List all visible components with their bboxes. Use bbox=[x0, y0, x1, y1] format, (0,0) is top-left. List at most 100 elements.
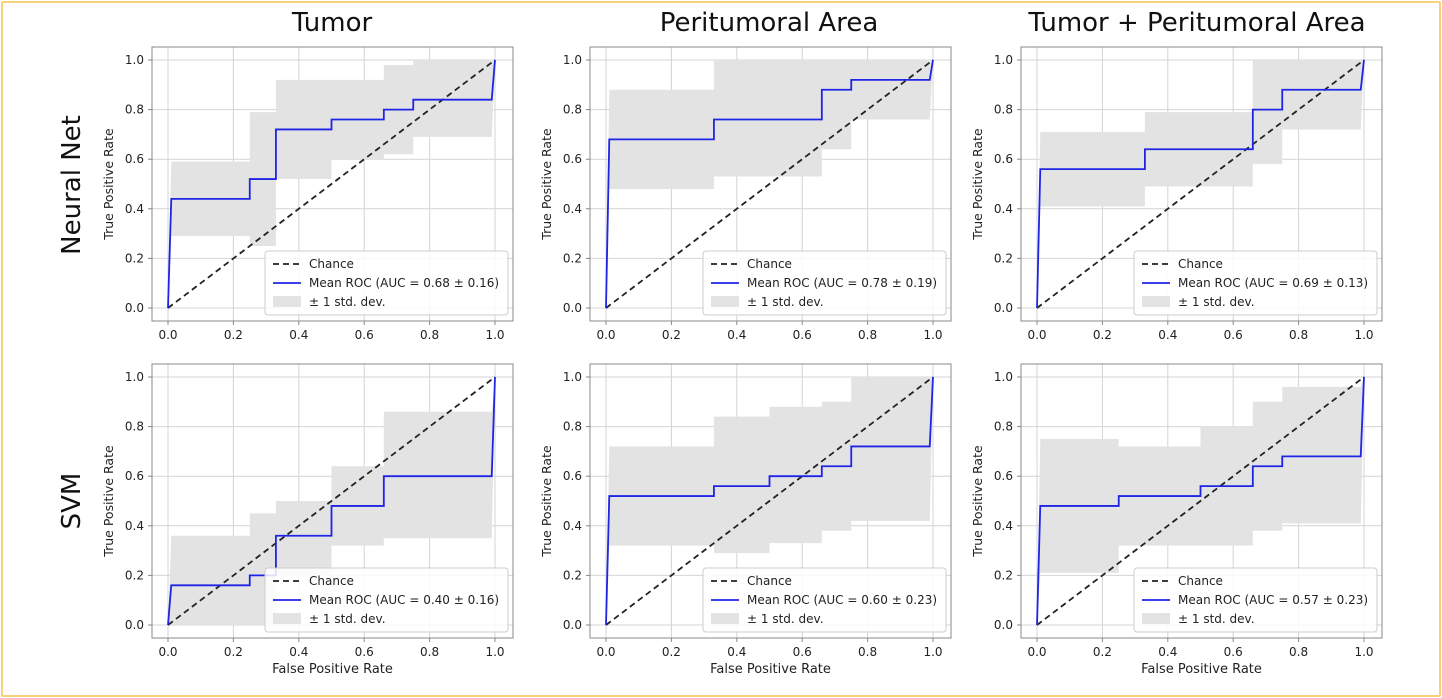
x-tick-label: 0.4 bbox=[1158, 328, 1177, 342]
y-tick-label: 0.4 bbox=[563, 202, 582, 216]
mean-roc-line bbox=[605, 376, 934, 626]
legend-std-label: ± 1 std. dev. bbox=[309, 612, 386, 626]
y-tick-label: 0.8 bbox=[563, 103, 582, 117]
legend: Chance Mean ROC (AUC = 0.60 ± 0.23) ± 1 st… bbox=[702, 567, 947, 633]
legend-chance-label: Chance bbox=[747, 257, 792, 271]
chance-line bbox=[605, 376, 934, 626]
x-tick-label: 0.6 bbox=[793, 645, 812, 659]
x-tick-label: 1.0 bbox=[923, 328, 942, 342]
x-tick-label: 0.2 bbox=[224, 645, 243, 659]
legend-box bbox=[702, 250, 947, 316]
x-tick-label: 1.0 bbox=[923, 645, 942, 659]
legend-roc-label: Mean ROC (AUC = 0.57 ± 0.23) bbox=[1178, 593, 1368, 607]
x-tick-label: 0.2 bbox=[1093, 645, 1112, 659]
legend-roc-label: Mean ROC (AUC = 0.68 ± 0.16) bbox=[309, 276, 499, 290]
legend: Chance Mean ROC (AUC = 0.57 ± 0.23) ± 1 st… bbox=[1133, 567, 1378, 633]
x-tick-label: 0.8 bbox=[858, 328, 877, 342]
legend-std-swatch bbox=[711, 296, 739, 307]
y-tick-label: 0.6 bbox=[994, 469, 1013, 483]
y-tick-label: 0.2 bbox=[125, 251, 144, 265]
mean-roc-line bbox=[1036, 59, 1365, 309]
y-tick-label: 0.6 bbox=[125, 469, 144, 483]
x-tick-label: 0.2 bbox=[224, 328, 243, 342]
legend-std-label: ± 1 std. dev. bbox=[309, 295, 386, 309]
legend-std-swatch bbox=[1142, 613, 1170, 624]
legend-roc-label: Mean ROC (AUC = 0.60 ± 0.23) bbox=[747, 593, 937, 607]
mean-roc-line bbox=[167, 376, 496, 626]
legend-roc-label: Mean ROC (AUC = 0.40 ± 0.16) bbox=[309, 593, 499, 607]
x-tick-label: 0.0 bbox=[158, 645, 177, 659]
x-tick-label: 0.6 bbox=[355, 645, 374, 659]
y-tick-label: 0.8 bbox=[125, 420, 144, 434]
column-title-tumor: Tumor bbox=[291, 8, 373, 38]
legend-box bbox=[264, 250, 509, 316]
y-tick-label: 0.4 bbox=[994, 202, 1013, 216]
x-tick-label: 0.0 bbox=[596, 328, 615, 342]
legend-std-label: ± 1 std. dev. bbox=[1178, 295, 1255, 309]
y-axis-label: True Positive Rate bbox=[970, 128, 985, 241]
roc-panel-3: 0.0 0.2 0.4 0.6 0.8 1.0 0.0 0.2 0.4 0.6 0.8 1.0 True… bbox=[101, 363, 514, 677]
y-tick-label: 0.2 bbox=[563, 251, 582, 265]
y-tick-label: 0.4 bbox=[125, 519, 144, 533]
legend-std-label: ± 1 std. dev. bbox=[747, 612, 824, 626]
y-tick-label: 0.6 bbox=[563, 152, 582, 166]
chance-line bbox=[167, 59, 496, 309]
y-tick-label: 0.8 bbox=[994, 420, 1013, 434]
x-tick-label: 0.0 bbox=[1027, 328, 1046, 342]
y-tick-label: 1.0 bbox=[563, 370, 582, 384]
axes-frame bbox=[1020, 363, 1383, 639]
y-axis-label: True Positive Rate bbox=[539, 445, 554, 558]
x-tick-label: 0.0 bbox=[596, 645, 615, 659]
x-axis-label: False Positive Rate bbox=[272, 662, 393, 677]
mean-roc-line bbox=[1036, 376, 1365, 626]
roc-panel-4: 0.0 0.2 0.4 0.6 0.8 1.0 0.0 0.2 0.4 0.6 0.8 1.0 True… bbox=[539, 363, 952, 677]
y-tick-label: 1.0 bbox=[563, 53, 582, 67]
x-tick-label: 0.6 bbox=[355, 328, 374, 342]
legend-chance-label: Chance bbox=[1178, 574, 1223, 588]
roc-panel-2: 0.0 0.2 0.4 0.6 0.8 1.0 0.0 0.2 0.4 0.6 0.8 1.0 True… bbox=[970, 46, 1383, 342]
y-tick-label: 0.2 bbox=[994, 251, 1013, 265]
chance-line bbox=[1036, 376, 1365, 626]
legend-chance-label: Chance bbox=[309, 257, 354, 271]
y-tick-label: 0.4 bbox=[563, 519, 582, 533]
legend-roc-label: Mean ROC (AUC = 0.69 ± 0.13) bbox=[1178, 276, 1368, 290]
x-tick-label: 0.4 bbox=[289, 328, 308, 342]
axes-frame bbox=[589, 46, 952, 322]
x-tick-label: 1.0 bbox=[1354, 645, 1373, 659]
y-axis-label: True Positive Rate bbox=[539, 128, 554, 241]
y-tick-label: 0.0 bbox=[563, 618, 582, 632]
y-tick-label: 1.0 bbox=[994, 53, 1013, 67]
legend: Chance Mean ROC (AUC = 0.68 ± 0.16) ± 1 st… bbox=[264, 250, 509, 316]
y-tick-label: 0.0 bbox=[563, 301, 582, 315]
legend-std-label: ± 1 std. dev. bbox=[1178, 612, 1255, 626]
chance-line bbox=[1036, 59, 1365, 309]
legend: Chance Mean ROC (AUC = 0.78 ± 0.19) ± 1 st… bbox=[702, 250, 947, 316]
chance-line bbox=[167, 376, 496, 626]
axes-frame bbox=[151, 363, 514, 639]
y-tick-label: 0.0 bbox=[994, 618, 1013, 632]
roc-panel-0: 0.0 0.2 0.4 0.6 0.8 1.0 0.0 0.2 0.4 0.6 0.8 1.0 True… bbox=[101, 46, 514, 342]
column-title-peritumoral: Peritumoral Area bbox=[659, 8, 879, 38]
legend-box bbox=[264, 567, 509, 633]
y-tick-label: 0.4 bbox=[994, 519, 1013, 533]
y-tick-label: 0.6 bbox=[125, 152, 144, 166]
x-tick-label: 0.4 bbox=[727, 328, 746, 342]
std-dev-band bbox=[606, 60, 933, 308]
axes-frame bbox=[1020, 46, 1383, 322]
x-axis-label: False Positive Rate bbox=[1141, 662, 1262, 677]
y-axis-label: True Positive Rate bbox=[101, 445, 116, 558]
legend: Chance Mean ROC (AUC = 0.40 ± 0.16) ± 1 st… bbox=[264, 567, 509, 633]
x-tick-label: 0.4 bbox=[1158, 645, 1177, 659]
y-tick-label: 0.8 bbox=[994, 103, 1013, 117]
y-tick-label: 0.6 bbox=[994, 152, 1013, 166]
x-tick-label: 0.4 bbox=[289, 645, 308, 659]
y-tick-label: 0.8 bbox=[563, 420, 582, 434]
x-axis-label: False Positive Rate bbox=[710, 662, 831, 677]
legend-std-swatch bbox=[1142, 296, 1170, 307]
y-tick-label: 0.2 bbox=[994, 568, 1013, 582]
legend-box bbox=[702, 567, 947, 633]
axes-frame bbox=[151, 46, 514, 322]
y-axis-label: True Positive Rate bbox=[101, 128, 116, 241]
x-tick-label: 0.8 bbox=[1289, 328, 1308, 342]
y-axis-label: True Positive Rate bbox=[970, 445, 985, 558]
